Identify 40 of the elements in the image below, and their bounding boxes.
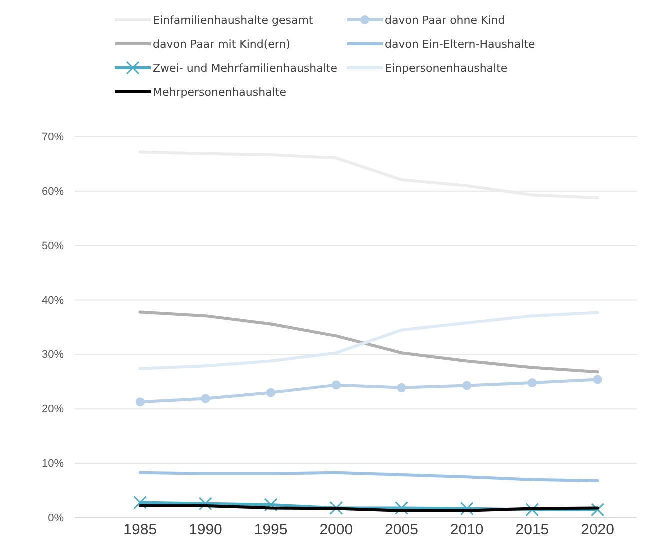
point bbox=[264, 498, 278, 512]
y-tick-label: 40% bbox=[42, 294, 64, 307]
legend-label: Mehrpersonenhaushalte bbox=[153, 86, 287, 99]
point bbox=[397, 383, 406, 392]
x-tick-label: 2010 bbox=[450, 522, 484, 538]
point bbox=[134, 496, 148, 510]
point bbox=[394, 501, 408, 515]
point bbox=[460, 502, 474, 516]
x-tick-label: 2000 bbox=[320, 522, 354, 538]
y-tick-label: 70% bbox=[42, 132, 64, 144]
point bbox=[526, 503, 540, 517]
point bbox=[201, 394, 210, 404]
legend-label: davon Ein-Eltern-Haushalte bbox=[385, 38, 536, 51]
point bbox=[591, 503, 605, 517]
x-tick-label: 1990 bbox=[189, 522, 222, 538]
y-tick-label: 60% bbox=[42, 186, 64, 198]
point bbox=[136, 398, 145, 407]
y-tick-label: 10% bbox=[42, 458, 64, 470]
point bbox=[332, 380, 341, 390]
legend-label: davon Paar ohne Kind bbox=[385, 14, 506, 27]
legend-label: Einpersonenhaushalte bbox=[385, 62, 508, 75]
y-tick-label: 20% bbox=[42, 404, 64, 416]
x-tick-label: 1995 bbox=[254, 522, 288, 538]
legend-label: Einfamilienhaushalte gesamt bbox=[153, 14, 314, 27]
point bbox=[266, 388, 276, 398]
x-tick-label: 1985 bbox=[124, 522, 158, 538]
point bbox=[528, 378, 537, 388]
point bbox=[330, 501, 344, 515]
legend-label: davon Paar mit Kind(ern) bbox=[153, 38, 291, 51]
legend-label: Zwei- und Mehrfamilienhaushalte bbox=[153, 62, 338, 75]
y-tick-label: 30% bbox=[42, 349, 64, 362]
line-series bbox=[138, 471, 600, 482]
point bbox=[462, 381, 472, 390]
y-tick-label: 50% bbox=[42, 240, 64, 252]
point bbox=[198, 497, 212, 511]
x-tick-label: 2020 bbox=[581, 522, 614, 538]
x-tick-label: 2015 bbox=[516, 522, 550, 538]
y-tick-label: 0% bbox=[48, 512, 64, 525]
x-tick-label: 2005 bbox=[385, 522, 418, 538]
point bbox=[593, 375, 602, 384]
